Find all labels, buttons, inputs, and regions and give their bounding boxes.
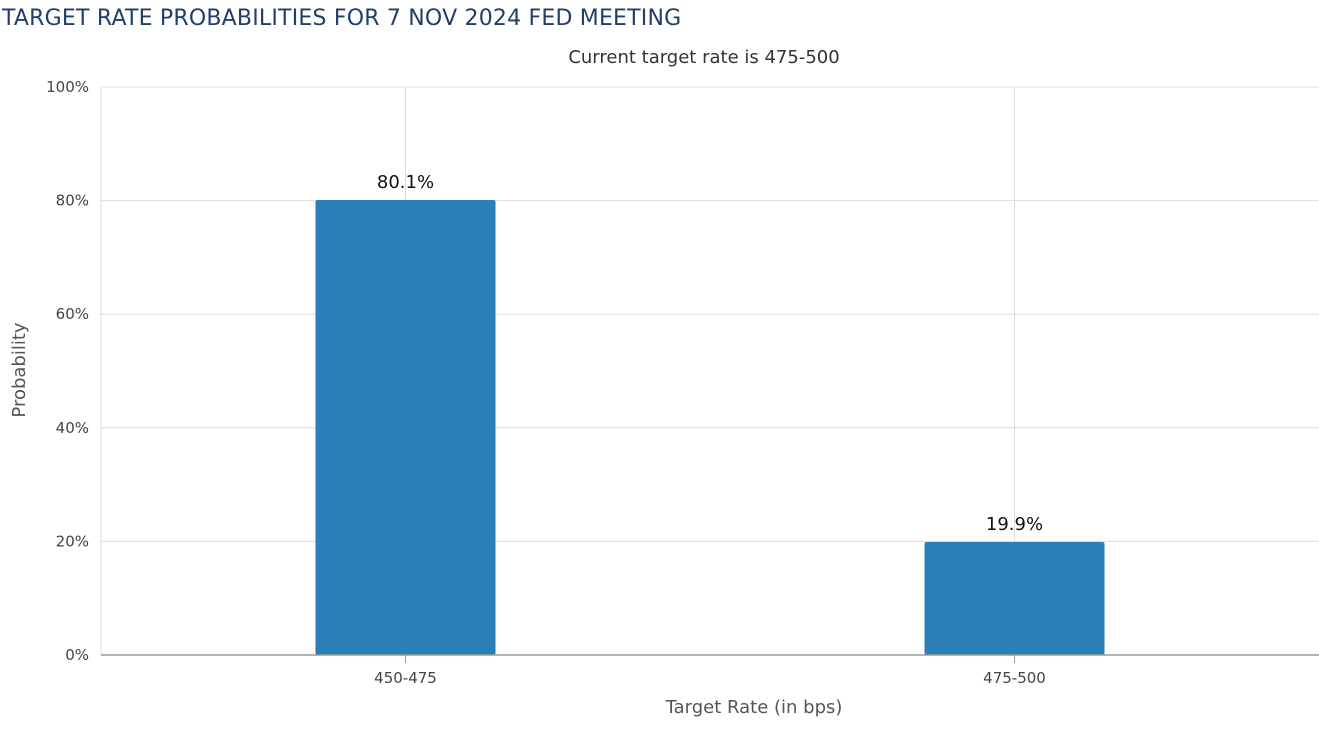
y-tick-label: 20% — [56, 532, 89, 550]
y-tick-label: 100% — [46, 78, 89, 96]
x-axis-title: Target Rate (in bps) — [665, 697, 843, 718]
bars-layer — [315, 200, 1105, 656]
x-tick-label: 475-500 — [983, 669, 1046, 687]
bar-450-475[interactable] — [315, 200, 496, 656]
chart-subtitle: Current target rate is 475-500 — [568, 47, 839, 68]
y-tick-label: 0% — [65, 646, 89, 664]
data-label: 19.9% — [986, 514, 1043, 535]
grid-layer — [100, 86, 1319, 663]
labels-layer: 0% 20% 40% 60% 80% 100% 80.1% 450-475 19.9% 475-5… — [46, 78, 1046, 687]
y-axis-title: Probability — [9, 322, 30, 417]
bar-475-500[interactable] — [924, 541, 1105, 655]
y-tick-label: 60% — [56, 305, 89, 323]
y-tick-label: 40% — [56, 419, 89, 437]
page-title: TARGET RATE PROBABILITIES FOR 7 NOV 2024… — [2, 6, 682, 31]
data-label: 80.1% — [377, 172, 434, 193]
x-tick-label: 450-475 — [374, 669, 437, 687]
y-tick-label: 80% — [56, 192, 89, 210]
